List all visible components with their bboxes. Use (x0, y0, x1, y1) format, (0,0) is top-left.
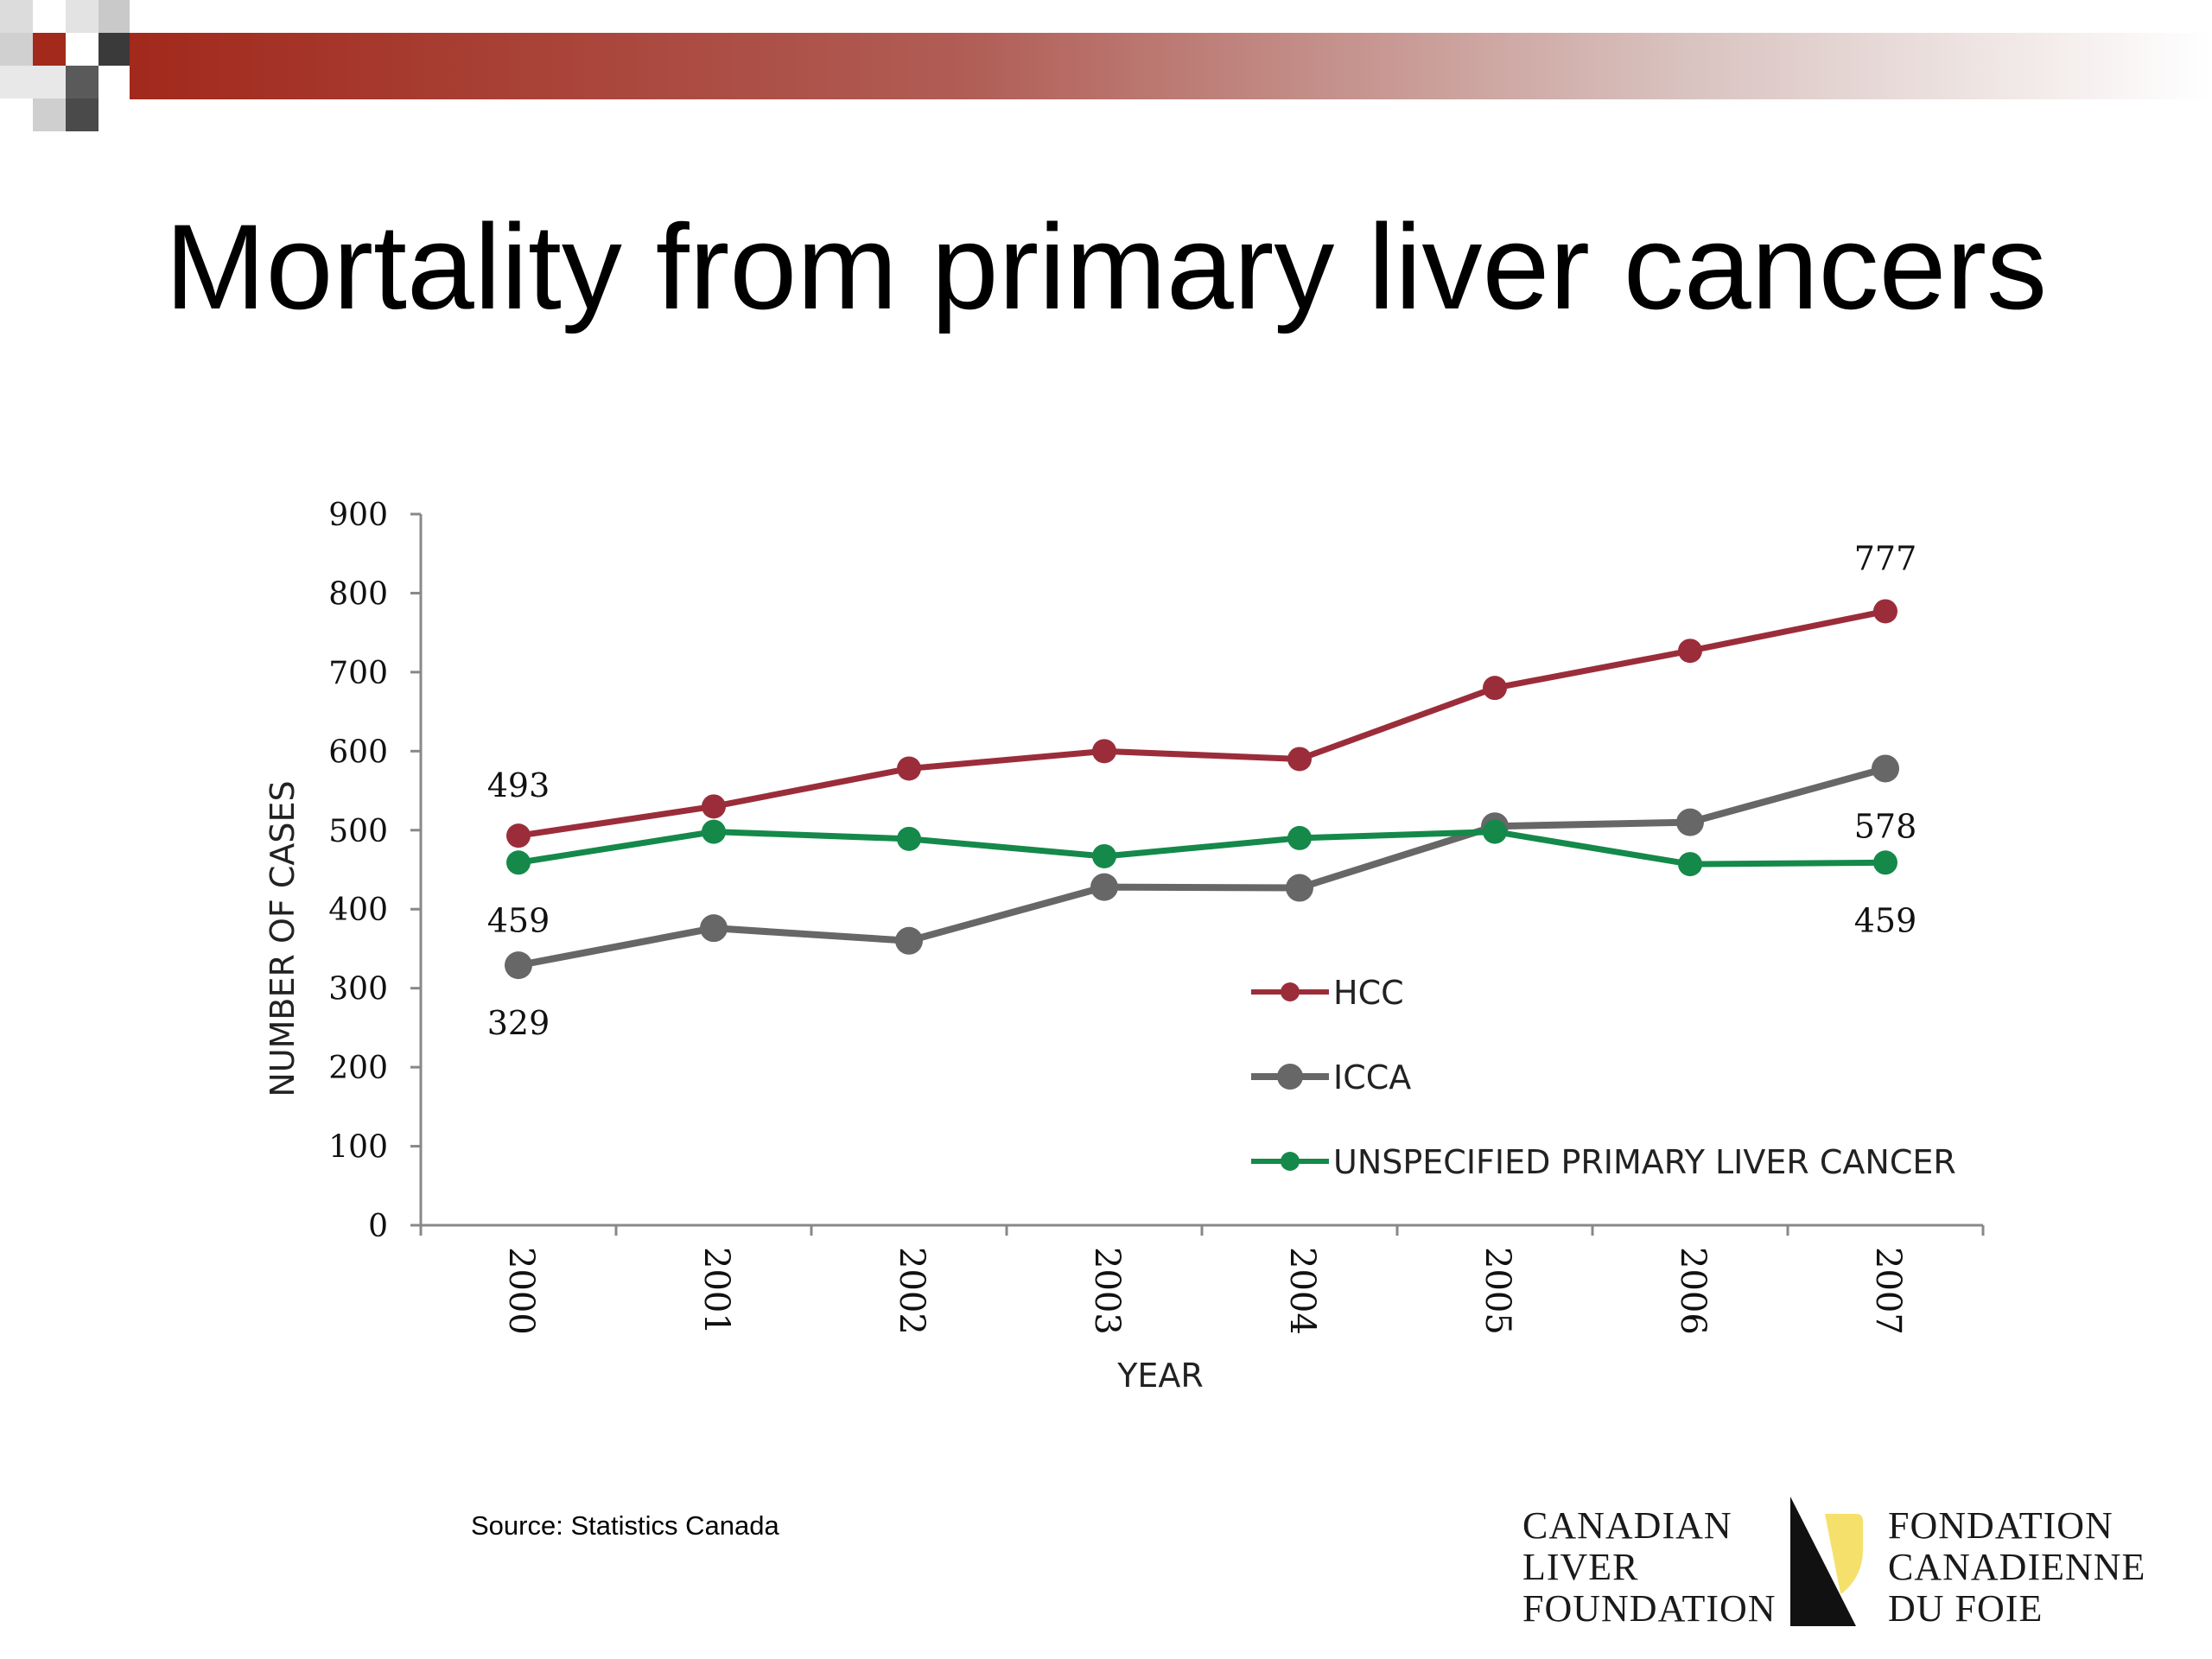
series-line-hcc (518, 608, 1886, 839)
x-tick-label: 2004 (1282, 1247, 1322, 1335)
header-square-grey-3 (66, 0, 99, 33)
logo-line: DU FOIE (1888, 1587, 2044, 1630)
y-tick-label: 600 (328, 734, 388, 770)
data-point-icca (1676, 808, 1704, 836)
data-point-hcc (1678, 639, 1702, 664)
data-label: 578 (1854, 807, 1917, 845)
logo-text-english: CANADIAN LIVER FOUNDATION (1522, 1505, 1777, 1630)
data-point-icca (1286, 874, 1313, 902)
data-point-icca (1090, 873, 1118, 901)
header-square-red (33, 33, 66, 66)
data-label: 459 (487, 901, 550, 939)
y-tick-label: 100 (328, 1130, 388, 1166)
header-square-grey-1 (0, 0, 33, 33)
data-label: 493 (487, 766, 550, 804)
legend-label-unspecified: UNSPECIFIED PRIMARY LIVER CANCER (1333, 1143, 1956, 1181)
chart-series-layer (505, 599, 1899, 980)
chart-legend: HCC ICCA UNSPECIFIED PRIMARY LIVER CANCER (1251, 974, 1956, 1181)
header-square-light-1 (0, 66, 66, 99)
x-tick-label: 2006 (1673, 1247, 1713, 1335)
data-point-unspecified (897, 826, 921, 851)
data-point-hcc (702, 794, 726, 819)
header-gradient-bar (130, 33, 2212, 99)
data-point-hcc (1873, 599, 1897, 624)
chart-data-labels: 493 777 459 329 578 459 (487, 539, 1917, 1042)
logo-line: FONDATION (1888, 1504, 2113, 1547)
x-tick-label: 2002 (892, 1247, 931, 1335)
y-tick-label: 400 (328, 893, 388, 928)
legend-label-icca: ICCA (1333, 1058, 1411, 1096)
header-square-dark-2 (66, 66, 99, 99)
logo-line: CANADIAN (1522, 1504, 1732, 1547)
x-axis-title: YEAR (1116, 1357, 1204, 1395)
logo-line: FOUNDATION (1522, 1587, 1777, 1630)
y-tick-label: 0 (368, 1209, 388, 1244)
x-tick-label: 2000 (501, 1247, 541, 1335)
slide-title: Mortality from primary liver cancers (164, 199, 2048, 334)
legend-marker-icca (1277, 1064, 1303, 1090)
logo-line: LIVER (1522, 1546, 1639, 1588)
data-point-hcc (897, 756, 921, 781)
data-point-unspecified (1092, 843, 1116, 868)
data-point-icca (1872, 754, 1899, 783)
y-tick-label: 300 (328, 972, 388, 1007)
data-label: 329 (487, 1004, 550, 1042)
legend-label-hcc: HCC (1333, 974, 1404, 1012)
x-tick-label: 2003 (1087, 1247, 1127, 1335)
logo-mark (1790, 1497, 1863, 1626)
y-tick-label: 700 (328, 656, 388, 691)
data-point-hcc (1483, 676, 1507, 701)
logo-line: CANADIENNE (1888, 1546, 2146, 1588)
header-square-grey-4 (99, 0, 130, 33)
logo-yellow-shape (1825, 1514, 1863, 1593)
header-square-dark-1 (99, 33, 130, 66)
x-tick-label: 2007 (1868, 1247, 1908, 1335)
y-tick-label: 200 (328, 1051, 388, 1086)
data-point-unspecified (506, 850, 531, 875)
header-square-light-2 (33, 99, 66, 131)
data-label: 459 (1854, 901, 1917, 939)
legend-marker-unspecified (1281, 1152, 1300, 1171)
header-square-grey-5 (0, 33, 33, 66)
data-point-unspecified (1287, 825, 1312, 850)
data-point-hcc (506, 823, 531, 849)
data-point-icca (700, 914, 728, 943)
header-square-grey-2 (33, 0, 66, 33)
data-point-unspecified (702, 819, 726, 844)
data-point-unspecified (1678, 852, 1702, 877)
x-tick-label: 2005 (1478, 1247, 1517, 1335)
data-point-unspecified (1483, 819, 1507, 844)
chart-axes: 0 100 200 300 400 500 600 700 800 900 2000 2001 2002… (264, 498, 1985, 1395)
header-square-dark-3 (66, 99, 99, 131)
y-axis-title: NUMBER OF CASES (264, 780, 302, 1096)
data-point-icca (895, 926, 923, 955)
series-line-unspecified (518, 829, 1886, 868)
source-note: Source: Statistics Canada (471, 1510, 779, 1541)
data-point-unspecified (1873, 850, 1897, 875)
y-tick-label: 900 (328, 498, 388, 533)
data-point-hcc (1287, 747, 1312, 772)
series-line-icca (518, 765, 1887, 969)
legend-marker-hcc (1281, 982, 1300, 1001)
logo-black-triangle (1790, 1497, 1856, 1626)
y-tick-label: 800 (328, 576, 388, 612)
data-point-hcc (1092, 739, 1116, 764)
y-tick-label: 500 (328, 814, 388, 849)
x-tick-label: 2001 (696, 1247, 736, 1335)
data-label: 777 (1854, 539, 1917, 577)
logo-text-french: FONDATION CANADIENNE DU FOIE (1888, 1505, 2145, 1630)
line-chart: 0 100 200 300 400 500 600 700 800 900 2000 2001 2002… (264, 498, 1985, 1395)
data-point-icca (505, 951, 532, 980)
